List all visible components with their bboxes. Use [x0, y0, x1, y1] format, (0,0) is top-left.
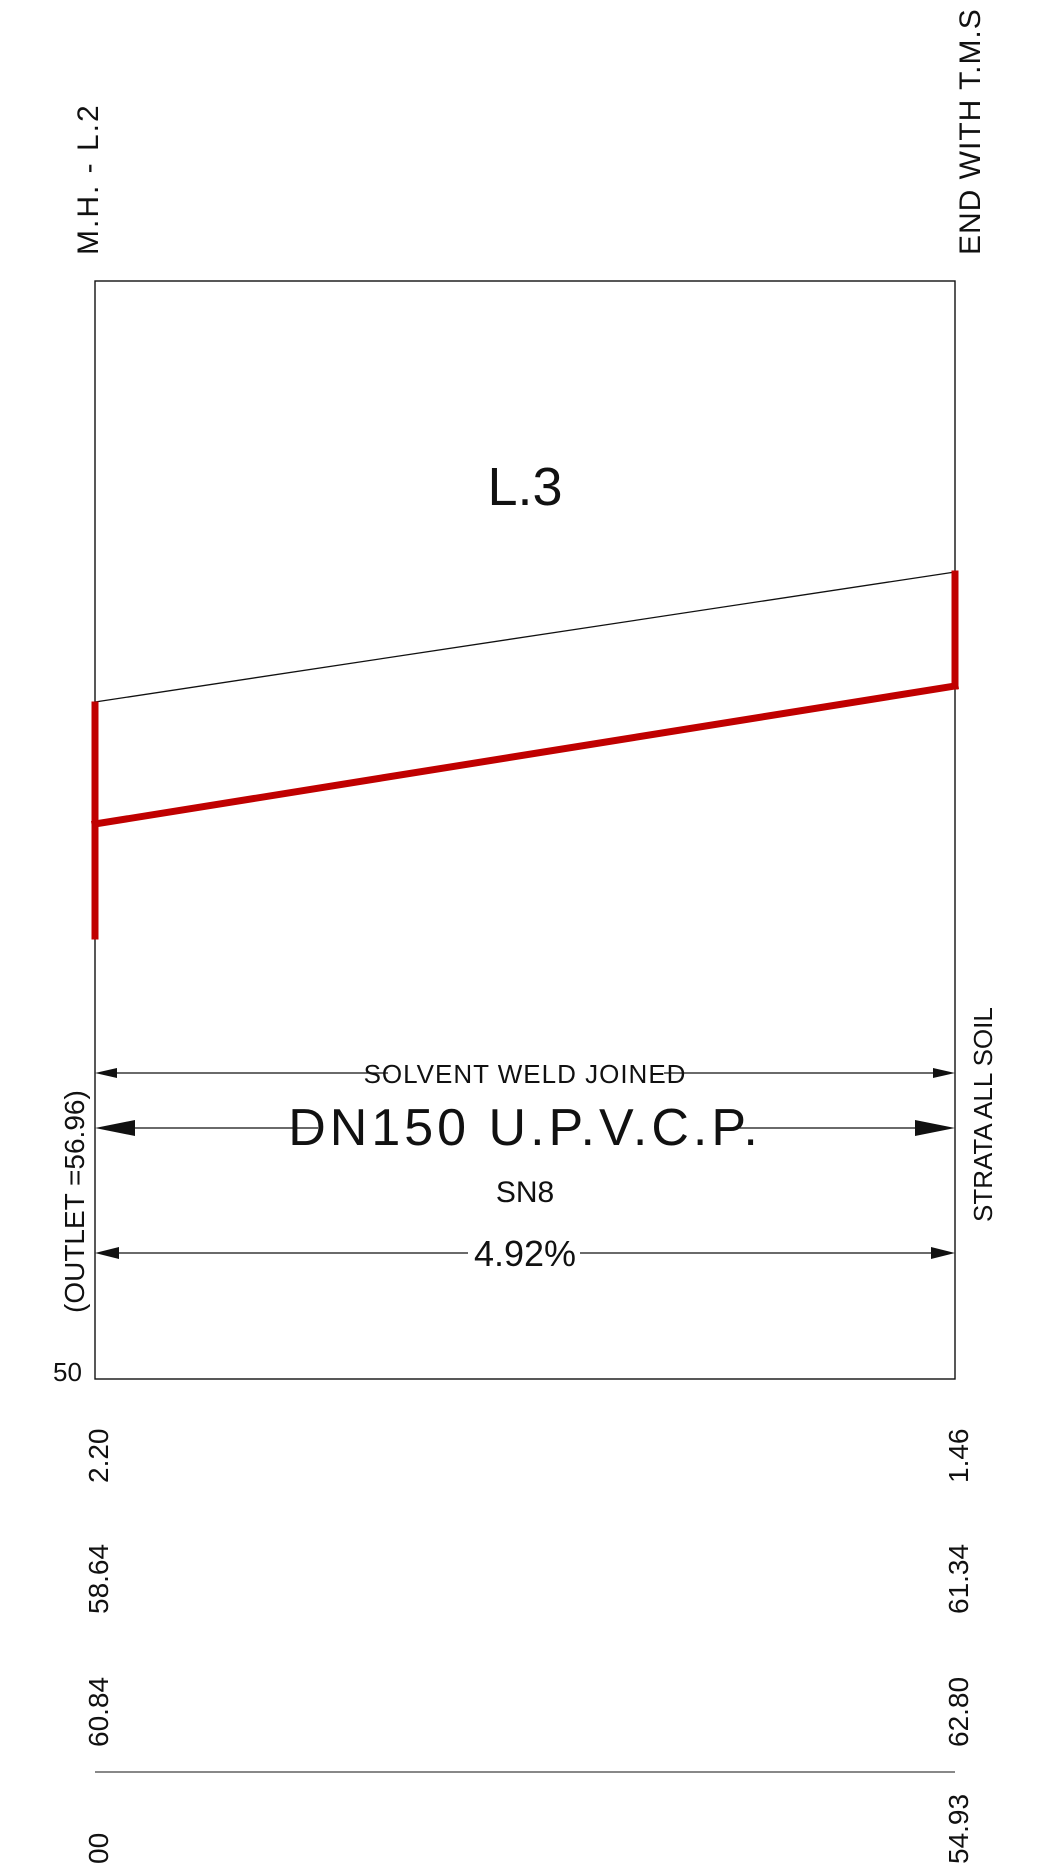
- section-label: L.3: [487, 457, 562, 517]
- pipe-text: DN150 U.P.V.C.P.: [288, 1099, 762, 1157]
- gradient-text: 4.92%: [474, 1233, 576, 1274]
- left-value-ground: 60.84: [83, 1677, 114, 1747]
- datum-label: 50: [53, 1357, 82, 1387]
- outlet-text: (OUTLET =56.96): [59, 1090, 90, 1313]
- left-manhole-label: M.H. - L.2: [72, 103, 105, 255]
- pipe-class-text: SN8: [496, 1176, 554, 1209]
- pipe-invert-line: [90, 681, 960, 829]
- strata-text: STRATA ALL SOIL: [968, 1007, 998, 1222]
- joint-text: SOLVENT WELD JOINED: [364, 1059, 687, 1089]
- gradient-dimension: 4.92%: [95, 1233, 955, 1274]
- ground-line: [94, 571, 956, 703]
- left-value-depth: 2.20: [83, 1429, 114, 1484]
- right-value-invert: 61.34: [943, 1544, 974, 1614]
- left-value-chainage: 00: [83, 1833, 114, 1864]
- right-value-depth: 1.46: [943, 1429, 974, 1484]
- pipe-dimension: DN150 U.P.V.C.P.: [95, 1099, 955, 1157]
- right-value-ground: 62.80: [943, 1677, 974, 1747]
- right-value-chainage: 54.93: [943, 1794, 974, 1864]
- right-end-label: END WITH T.M.S: [954, 8, 987, 255]
- profile-frame: [94, 280, 956, 1380]
- joint-dimension: SOLVENT WELD JOINED: [95, 1059, 955, 1089]
- left-value-invert: 58.64: [83, 1544, 114, 1614]
